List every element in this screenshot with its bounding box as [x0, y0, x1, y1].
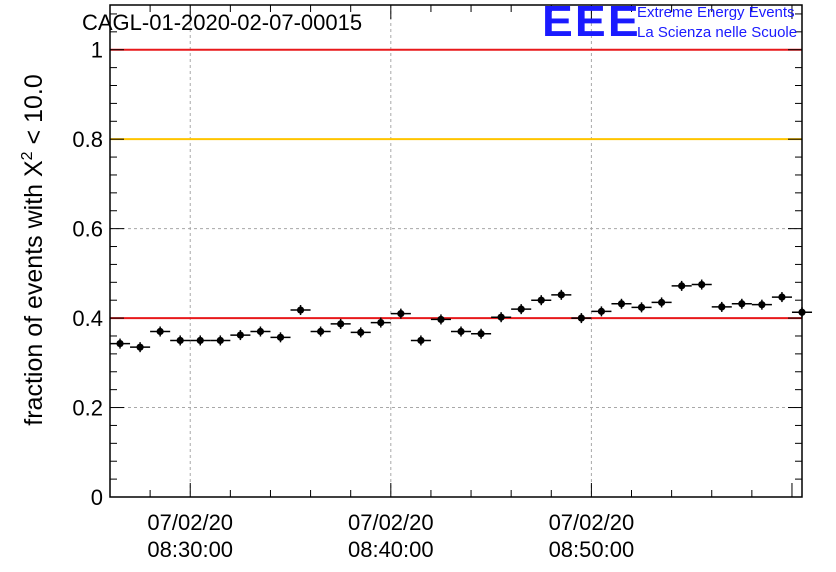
y-tick-label: 0 [91, 485, 103, 510]
y-axis-label: fraction of events with X2 < 10.0 [19, 74, 48, 425]
data-point-marker [457, 327, 465, 336]
data-point [591, 306, 612, 317]
axis-ticks [110, 5, 802, 498]
data-point-marker [156, 327, 164, 336]
data-point [270, 332, 291, 343]
data-point-marker [637, 303, 646, 311]
data-point [210, 335, 231, 346]
data-point [450, 326, 472, 337]
data-point [170, 335, 191, 346]
data-point [511, 304, 532, 315]
x-tick-label-time: 08:50:00 [549, 537, 635, 562]
data-point-marker [497, 313, 505, 321]
data-point-marker [176, 336, 184, 345]
plot-frame [109, 4, 803, 498]
logo-line-1: Extreme Energy Events [637, 4, 795, 21]
data-point [471, 328, 492, 339]
data-point-marker [477, 330, 485, 338]
data-point-marker [116, 339, 124, 348]
data-point [531, 295, 552, 306]
x-tick-label-date: 07/02/20 [147, 510, 233, 535]
data-point-marker [597, 307, 606, 315]
data-point-marker [296, 306, 305, 314]
data-point-marker [417, 336, 425, 345]
data-point [551, 289, 572, 300]
data-point [631, 302, 652, 313]
logo-line-2: La Scienza nelle Scuole [637, 24, 798, 41]
data-point-marker [437, 315, 445, 324]
data-point [350, 327, 371, 338]
x-tick-label-time: 08:30:00 [147, 537, 233, 562]
data-point [691, 279, 712, 290]
data-point [771, 292, 792, 303]
y-tick-label: 0.6 [72, 217, 103, 242]
data-points [110, 279, 813, 353]
data-point-marker [317, 327, 325, 336]
data-point [370, 317, 391, 328]
data-point [571, 313, 592, 324]
data-point [150, 326, 171, 337]
data-point [751, 299, 772, 310]
reference-lines [110, 48, 802, 320]
data-point [250, 326, 271, 337]
data-point [491, 312, 512, 323]
data-point-marker [718, 303, 726, 311]
x-tick-label-date: 07/02/20 [348, 510, 434, 535]
data-point-marker [577, 314, 585, 322]
x-tick-label-time: 08:40:00 [348, 537, 434, 562]
grid [110, 5, 802, 497]
data-point [711, 301, 732, 312]
data-point-marker [216, 336, 224, 345]
data-point-marker [738, 300, 746, 308]
data-point [651, 297, 672, 308]
data-point-marker [377, 318, 385, 327]
data-point-marker [236, 331, 244, 339]
data-point-marker [778, 293, 786, 301]
data-point-marker [657, 298, 666, 307]
y-tick-labels: 0 0.2 0.4 0.6 0.8 1 [72, 38, 103, 510]
eee-logo-mark: EEE [542, 0, 641, 46]
y-tick-label: 0.8 [72, 127, 103, 152]
data-point [611, 298, 632, 309]
run-title: CAGL-01-2020-02-07-00015 [82, 10, 363, 35]
data-point-marker [136, 343, 144, 351]
data-point-marker [537, 296, 545, 304]
data-point-marker [798, 308, 806, 316]
data-point [390, 308, 411, 319]
data-point-marker [678, 282, 686, 290]
data-point [130, 342, 151, 353]
data-point-marker [617, 300, 626, 308]
data-point [190, 335, 211, 346]
y-tick-label: 1 [91, 38, 103, 63]
x-tick-label-date: 07/02/20 [549, 510, 635, 535]
data-point [731, 298, 752, 309]
data-point [290, 305, 311, 316]
data-point-marker [337, 320, 345, 328]
data-point [791, 307, 813, 318]
data-point-marker [196, 336, 204, 345]
data-point-marker [357, 328, 365, 337]
x-tick-labels: 07/02/2008:30:0007/02/2008:40:0007/02/20… [147, 510, 634, 562]
data-point [410, 335, 431, 346]
data-point-marker [397, 310, 405, 318]
data-point [230, 330, 251, 341]
data-point [430, 314, 451, 325]
data-point [671, 280, 692, 291]
eee-logo: EEE Extreme Energy Events La Scienza nel… [542, 0, 832, 46]
data-point-marker [276, 333, 285, 341]
data-point-marker [256, 327, 265, 336]
y-tick-label: 0.4 [72, 306, 103, 331]
data-point-marker [758, 301, 766, 309]
data-point-marker [698, 280, 706, 289]
y-tick-label: 0.2 [72, 396, 103, 421]
data-point [110, 338, 131, 349]
data-point [330, 318, 351, 329]
data-point-marker [557, 291, 565, 299]
data-point-marker [517, 305, 525, 313]
data-point [310, 326, 331, 337]
